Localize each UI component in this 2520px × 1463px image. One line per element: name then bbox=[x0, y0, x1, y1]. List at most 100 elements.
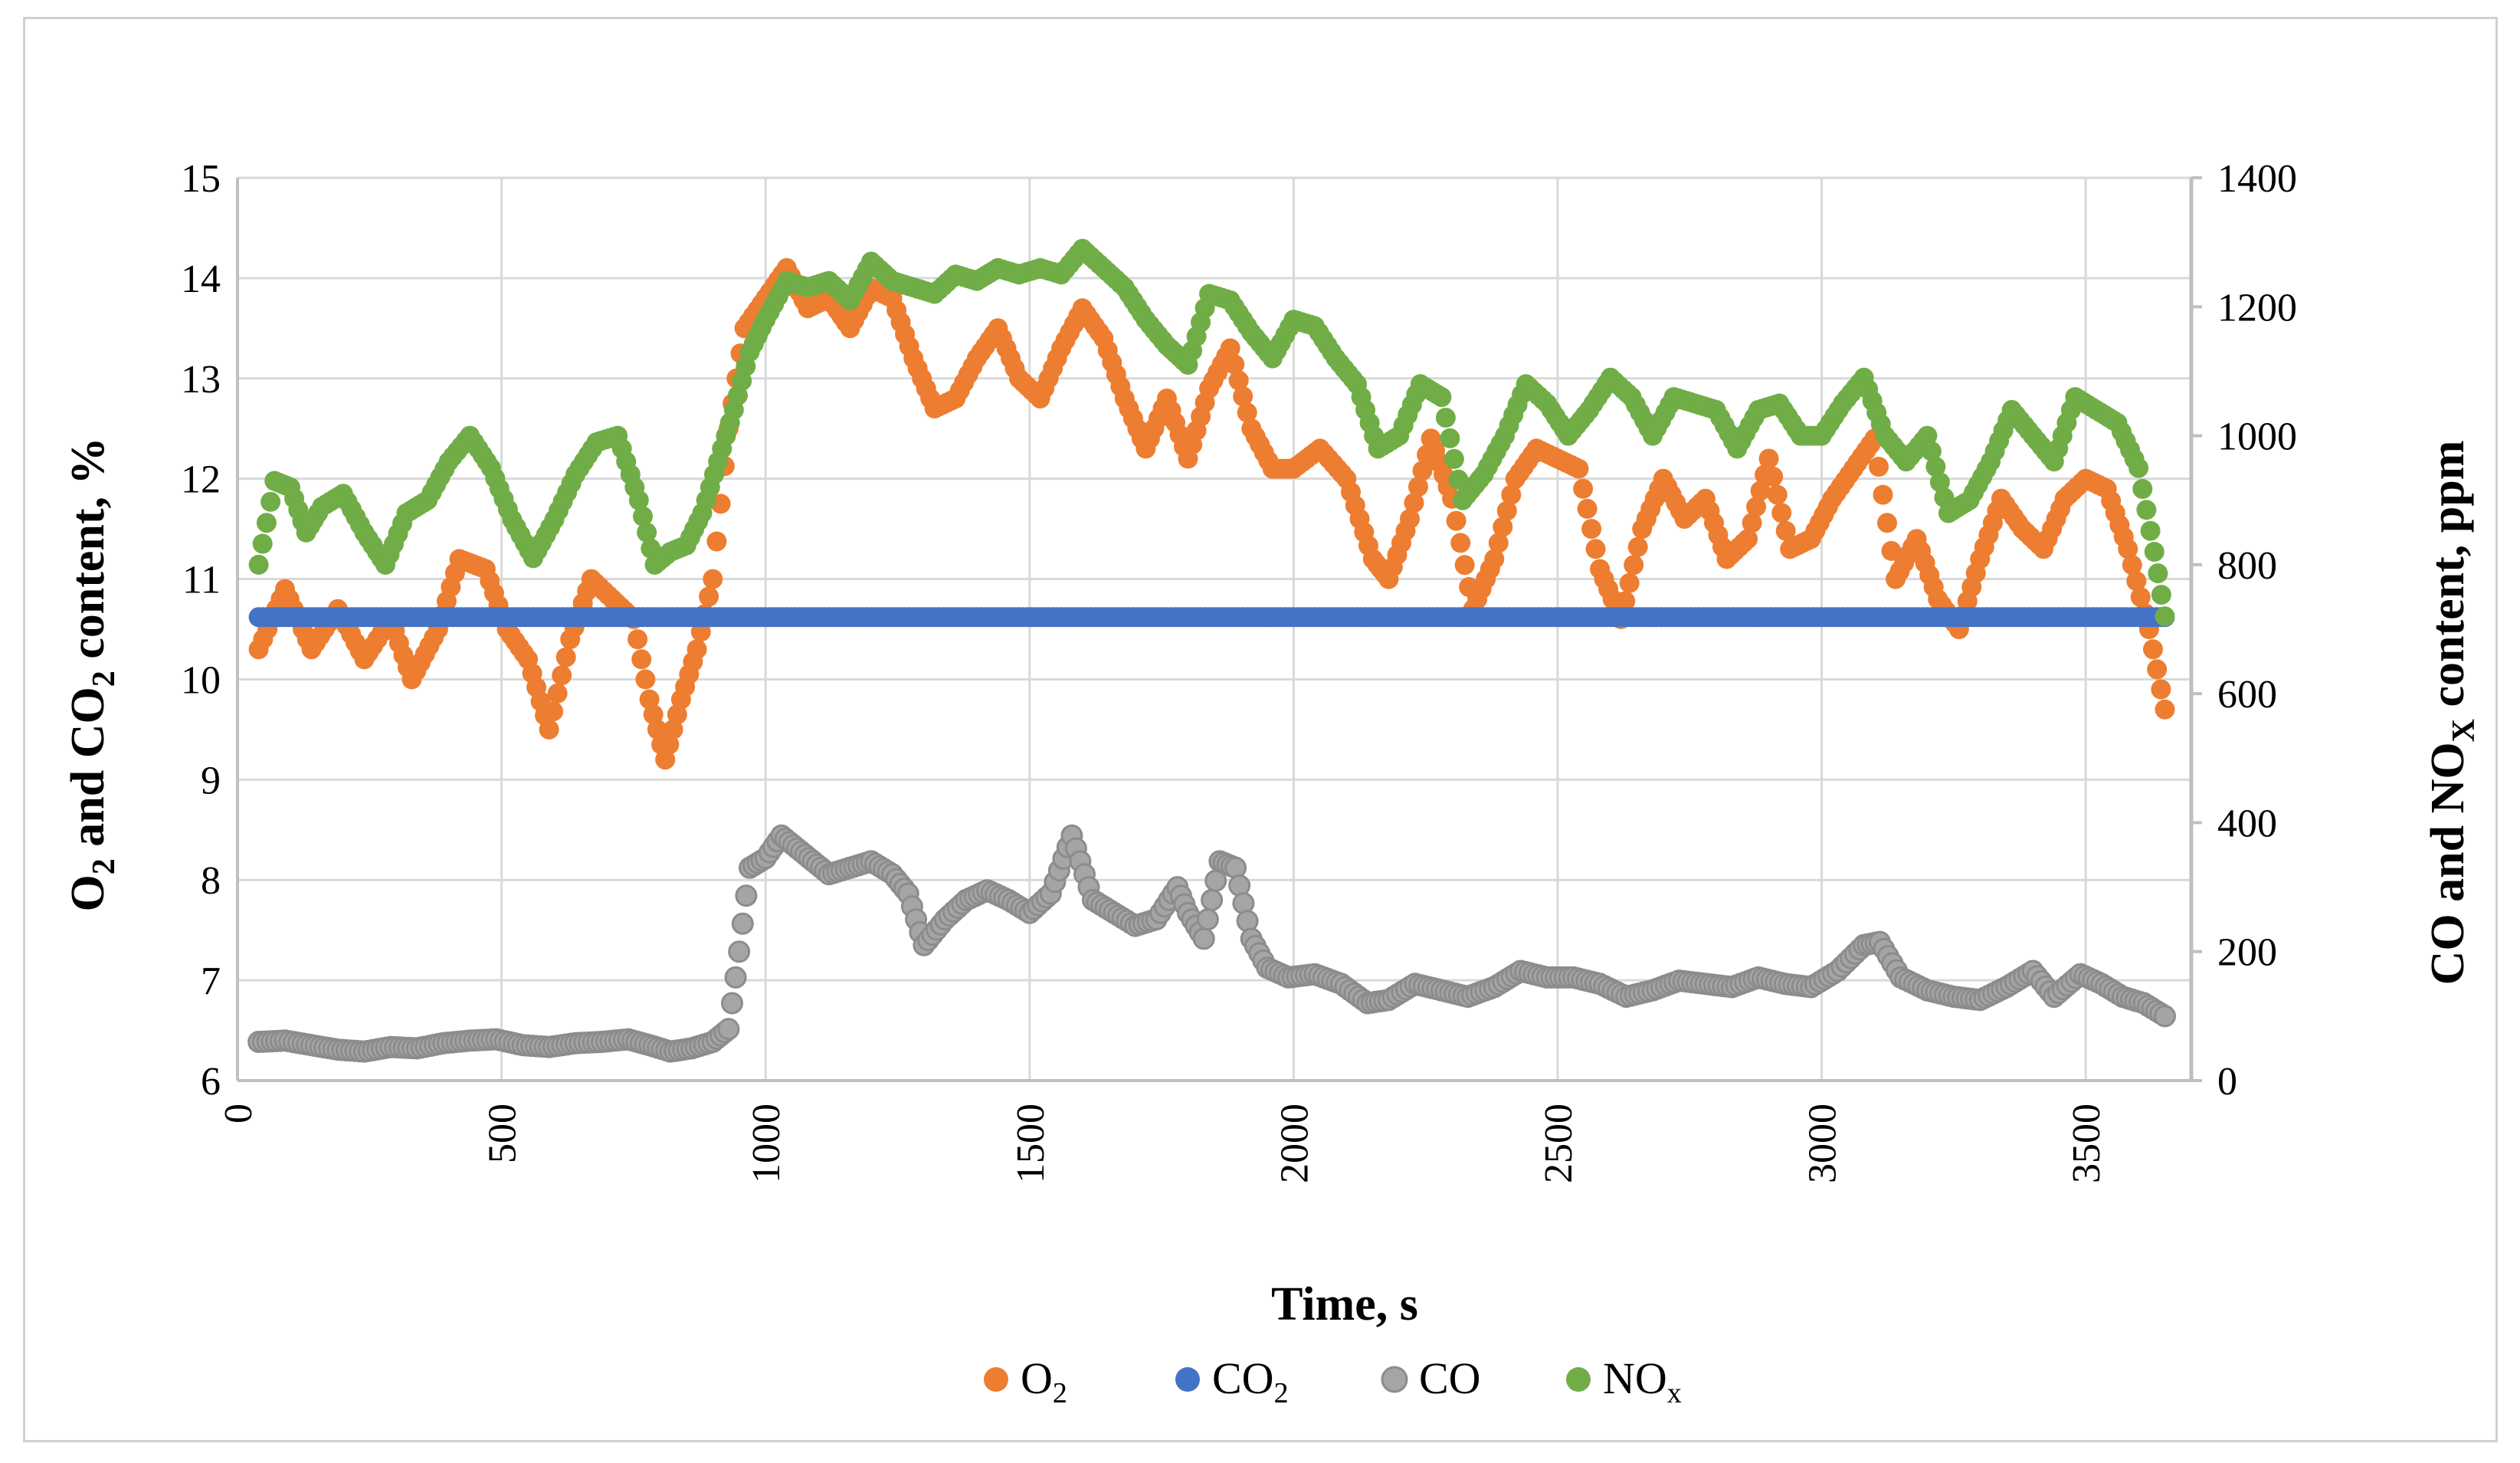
data-point bbox=[1775, 520, 1796, 541]
y-left-sub-2b: 2 bbox=[87, 671, 122, 687]
data-point bbox=[1450, 533, 1471, 553]
x-tick-label: 1000 bbox=[745, 1104, 788, 1183]
data-point bbox=[1233, 386, 1253, 407]
y-right-tick-label: 1200 bbox=[2217, 286, 2297, 330]
data-point bbox=[643, 704, 664, 725]
data-point bbox=[1742, 513, 1762, 533]
legend-item-nox: NOx bbox=[1566, 1353, 1682, 1409]
y-right-tick-label: 1000 bbox=[2217, 415, 2297, 459]
data-point bbox=[1446, 510, 1466, 531]
data-point bbox=[256, 513, 277, 533]
y-left-tick-label: 12 bbox=[181, 458, 221, 502]
y-right-tick-label: 1400 bbox=[2217, 157, 2297, 201]
series-co2 bbox=[248, 607, 2175, 628]
data-point bbox=[1627, 536, 1648, 557]
x-axis-title: Time, s bbox=[1271, 1278, 1418, 1330]
x-tick-label: 3500 bbox=[2065, 1104, 2109, 1183]
legend-label: NOx bbox=[1603, 1353, 1682, 1409]
data-point bbox=[2122, 555, 2142, 576]
data-point bbox=[2155, 699, 2175, 720]
y-right-sub-x: X bbox=[2446, 719, 2482, 742]
x-tick-label: 2500 bbox=[1537, 1104, 1581, 1183]
x-tick-label: 0 bbox=[217, 1104, 261, 1123]
data-point bbox=[1454, 555, 1475, 576]
y-left-o: O bbox=[62, 874, 114, 911]
data-point bbox=[1192, 927, 1215, 950]
series-co bbox=[247, 824, 2176, 1063]
data-point bbox=[731, 912, 754, 935]
data-point bbox=[1404, 493, 1424, 513]
axes bbox=[236, 176, 2202, 1082]
data-point bbox=[1750, 481, 1771, 501]
x-tick-label: 2000 bbox=[1273, 1104, 1316, 1183]
y-left-sub-2a: 2 bbox=[87, 858, 122, 874]
data-point bbox=[1236, 910, 1259, 933]
data-point bbox=[1228, 370, 1249, 391]
data-point bbox=[1224, 856, 1247, 879]
data-point bbox=[2155, 606, 2175, 627]
data-point bbox=[555, 647, 576, 668]
data-point bbox=[663, 719, 683, 740]
data-point bbox=[2154, 1005, 2176, 1028]
data-point bbox=[1444, 448, 1464, 469]
y-left-tick-label: 8 bbox=[201, 859, 221, 903]
data-point bbox=[687, 639, 707, 660]
data-point bbox=[1201, 888, 1224, 911]
data-point bbox=[647, 719, 667, 740]
y-left-tick-label: 9 bbox=[201, 759, 221, 802]
data-point bbox=[2148, 563, 2168, 584]
data-point bbox=[1921, 441, 1942, 461]
data-point bbox=[1929, 472, 1950, 493]
legend-marker bbox=[1381, 1366, 1408, 1393]
data-point bbox=[1496, 500, 1517, 521]
y-axis-left-title: O2 and CO2 content, % bbox=[62, 438, 122, 912]
data-point bbox=[1400, 509, 1420, 529]
data-point bbox=[1232, 892, 1255, 915]
data-point bbox=[1869, 457, 1889, 477]
data-point bbox=[1577, 498, 1598, 519]
y-left-tick-label: 11 bbox=[182, 559, 221, 602]
data-point bbox=[2128, 458, 2149, 478]
legend-item-co2: CO2 bbox=[1175, 1353, 1289, 1409]
y-left-end: content, % bbox=[62, 438, 114, 671]
data-point bbox=[706, 531, 727, 552]
data-point bbox=[628, 490, 649, 510]
legend-label: CO bbox=[1419, 1353, 1481, 1403]
data-point bbox=[1873, 484, 1893, 505]
legend: O2 CO2 CO NOx bbox=[984, 1353, 1682, 1409]
data-point bbox=[248, 554, 269, 575]
x-tick-label: 1500 bbox=[1009, 1104, 1053, 1183]
x-tick-label: 3000 bbox=[1801, 1104, 1845, 1183]
legend-marker bbox=[984, 1367, 1008, 1392]
data-point bbox=[728, 940, 751, 963]
y-right-end: content, ppm bbox=[2422, 441, 2474, 719]
data-point bbox=[2147, 659, 2168, 680]
y-right-tick-label: 600 bbox=[2217, 673, 2277, 717]
y-right-tick-label: 0 bbox=[2217, 1060, 2237, 1104]
data-point bbox=[1763, 467, 1784, 487]
data-point bbox=[1758, 448, 1779, 469]
data-point bbox=[1493, 517, 1513, 537]
series-nox bbox=[248, 238, 2175, 627]
data-point bbox=[552, 665, 572, 686]
data-point bbox=[1408, 477, 1428, 497]
y-right-tick-label: 400 bbox=[2217, 802, 2277, 845]
data-point bbox=[699, 586, 719, 607]
data-point bbox=[1619, 572, 1640, 593]
data-point bbox=[631, 649, 652, 670]
y-right-start: CO and NO bbox=[2422, 742, 2474, 985]
data-point bbox=[547, 683, 568, 704]
data-point bbox=[543, 701, 564, 722]
data-point bbox=[655, 750, 676, 770]
data-point bbox=[2143, 639, 2163, 660]
y-axis-right-title: CO and NOX content, ppm bbox=[2422, 441, 2482, 986]
data-point bbox=[1568, 458, 1589, 479]
y-left-tick-label: 7 bbox=[201, 959, 221, 1003]
data-point bbox=[1615, 591, 1636, 612]
data-point bbox=[1771, 503, 1792, 523]
data-point bbox=[2126, 571, 2147, 592]
legend-marker bbox=[1566, 1367, 1591, 1392]
data-point bbox=[1501, 484, 1522, 505]
data-point bbox=[2136, 500, 2157, 520]
